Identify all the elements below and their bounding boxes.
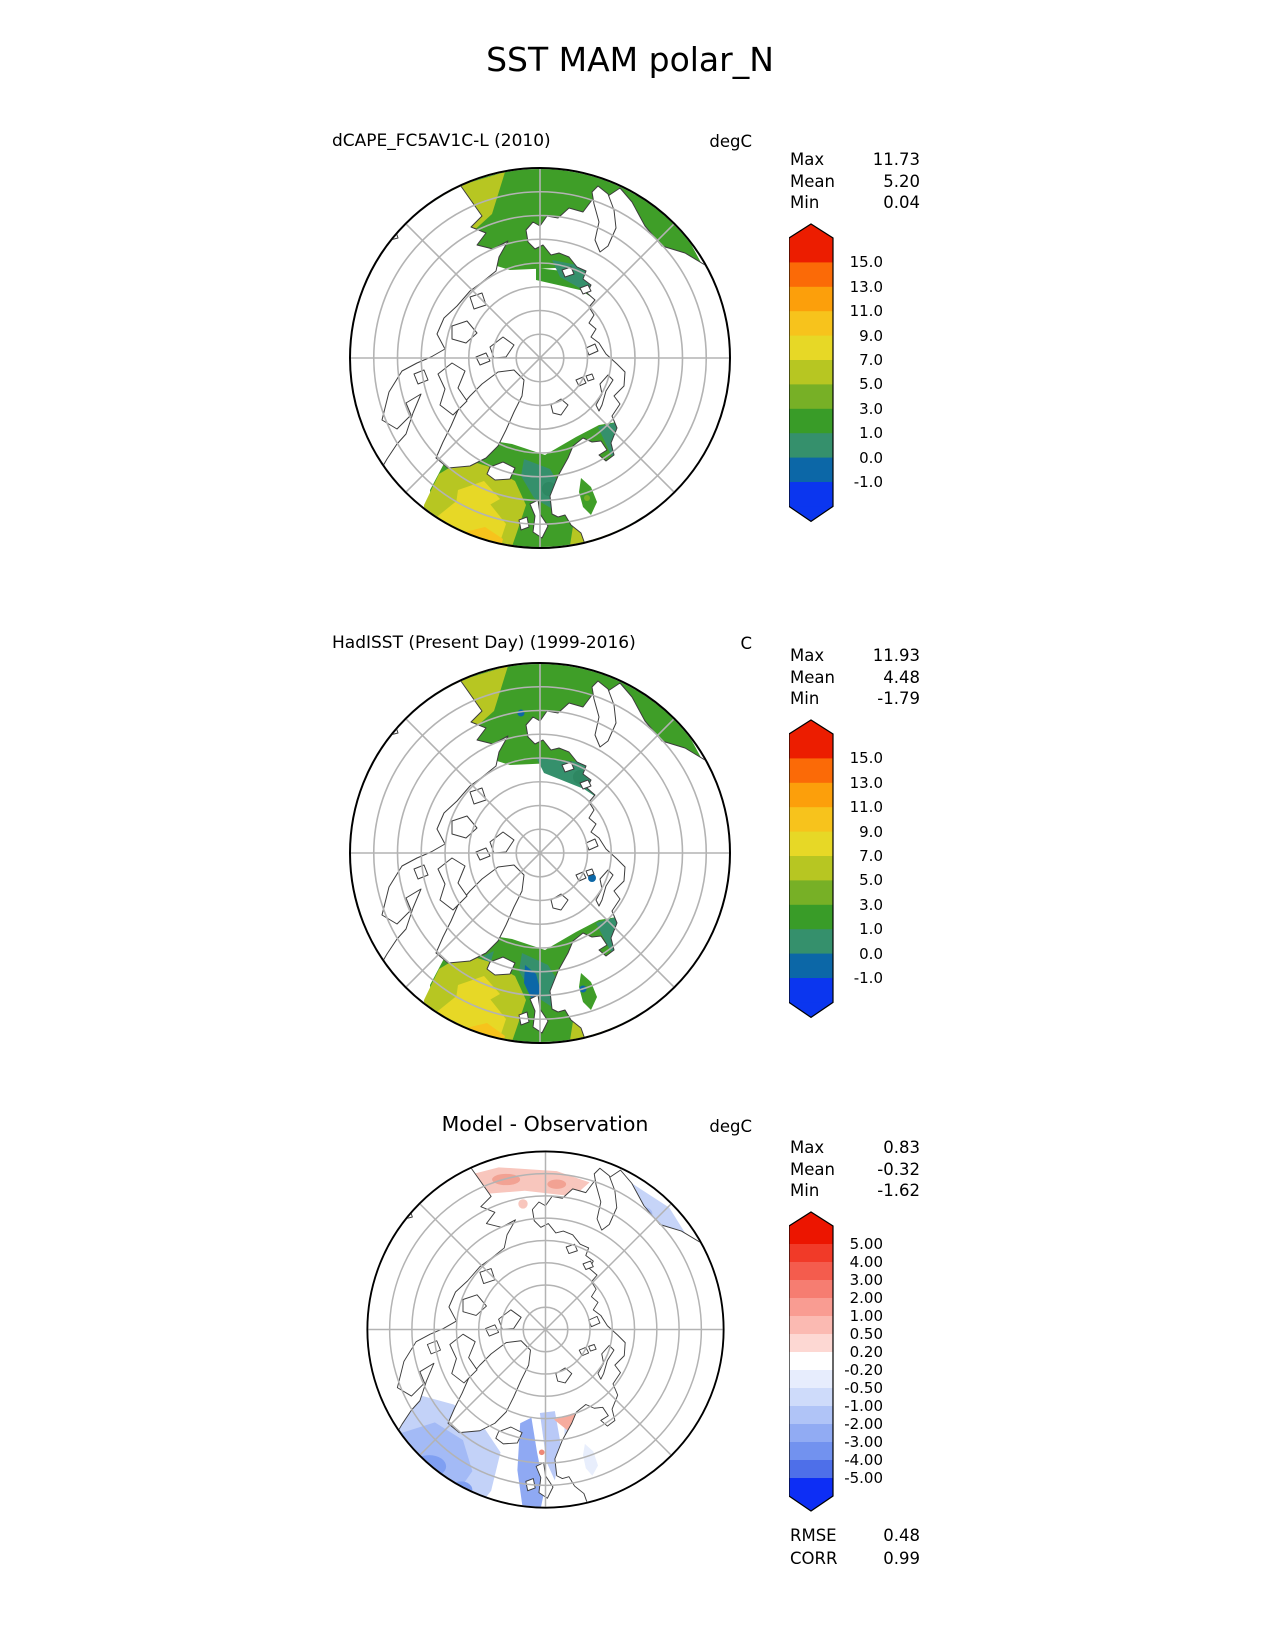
panel-subtitle: dCAPE_FC5AV1C-L (2010) [332, 131, 551, 151]
stat-label: Min [790, 1181, 820, 1200]
colorbar-tick-label: 1.0 [859, 920, 883, 939]
stat-row: Min -1.79 [790, 688, 920, 710]
stat-row: Max 11.73 [790, 149, 920, 171]
stat-label: Min [790, 689, 820, 708]
colorbar-tick-label: 3.0 [859, 895, 883, 914]
panel-subtitle: Model - Observation [441, 1112, 649, 1136]
colorbar-tick-label: 15.0 [849, 749, 883, 768]
colorbar-tick-label: -1.0 [853, 473, 883, 491]
colorbar-model: 15.0 13.0 11.0 9.0 7.0 5.0 3.0 1.0 0.0 -1.0 [788, 223, 889, 527]
stat-value: 4.48 [883, 667, 920, 687]
colorbar-tick-label: 9.0 [859, 822, 883, 841]
colorbar-tick-label: -3.00 [844, 1433, 883, 1451]
colorbar-tick-label: 0.20 [849, 1343, 883, 1361]
stat-row: Mean 4.48 [790, 667, 920, 689]
stat-label: Mean [790, 667, 835, 687]
stat-label: Max [790, 150, 825, 169]
colorbar-tick-label: 0.0 [859, 944, 883, 963]
colorbar-tick-label: 9.0 [859, 326, 883, 345]
metrics-block: RMSE 0.48 CORR 0.99 [790, 1524, 920, 1570]
colorbar-tick-label: 13.0 [849, 773, 883, 792]
stat-value: 0.99 [883, 1549, 920, 1568]
colorbar-tick-label: 3.00 [849, 1271, 883, 1289]
stat-row: Mean -0.32 [790, 1159, 920, 1181]
colorbar-tick-label: 4.00 [849, 1253, 883, 1271]
map-difference [366, 1150, 725, 1509]
colorbar-svg [788, 1211, 834, 1512]
stat-row: Max 0.83 [790, 1137, 920, 1159]
colorbar-tick-label: 0.0 [859, 448, 883, 467]
colorbar-tick-label: 5.0 [859, 375, 883, 394]
colorbar-tick-label: 13.0 [849, 277, 883, 296]
colorbar-tick-label: 2.00 [849, 1289, 883, 1307]
inland-sea-field [583, 1443, 598, 1476]
stats-block: Max 11.73 Mean 5.20 Min 0.04 [790, 149, 920, 214]
colorbar-tick-label: -0.50 [844, 1379, 883, 1397]
stat-value: 11.73 [872, 150, 920, 169]
stats-block: Max 11.93 Mean 4.48 Min -1.79 [790, 645, 920, 710]
colorbar-difference: 5.00 4.00 3.00 2.00 1.00 0.50 0.20 -0.20 -0.50 -1… [788, 1211, 889, 1516]
colorbar-tick-label: 1.0 [859, 424, 883, 443]
stat-label: Max [790, 1138, 825, 1157]
map-boundary [366, 1150, 725, 1509]
colorbar-tick-label: 5.0 [859, 871, 883, 890]
colorbar-tick-label: 5.00 [849, 1235, 883, 1253]
stat-row: Min 0.04 [790, 192, 920, 214]
colorbar-svg [788, 223, 834, 523]
stat-value: 0.48 [883, 1526, 920, 1545]
stat-label: RMSE [790, 1526, 837, 1545]
colorbar-tick-label: 11.0 [849, 798, 883, 817]
colorbar-tick-label: -0.20 [844, 1361, 883, 1379]
graticule [368, 1152, 723, 1507]
colorbar-tick-label: -4.00 [844, 1451, 883, 1469]
stat-value: -1.79 [877, 689, 920, 708]
colorbar-tick-label: 1.00 [849, 1307, 883, 1325]
stat-value: -0.32 [877, 1159, 920, 1179]
stat-label: Mean [790, 171, 835, 191]
stat-row: RMSE 0.48 [790, 1524, 920, 1547]
stat-value: 0.83 [883, 1138, 920, 1157]
map-observation [349, 662, 731, 1044]
panel-subtitle: HadISST (Present Day) (1999-2016) [332, 633, 636, 653]
colorbar-tick-label: 15.0 [849, 253, 883, 272]
colorbar-tick-label: -5.00 [844, 1469, 883, 1487]
map-model [349, 167, 731, 549]
stat-row: CORR 0.99 [790, 1547, 920, 1570]
unit-label: C [740, 634, 752, 653]
colorbar-observation: 15.0 13.0 11.0 9.0 7.0 5.0 3.0 1.0 0.0 -1.0 [788, 719, 889, 1023]
figure-title: SST MAM polar_N [486, 40, 774, 79]
stat-value: 5.20 [883, 171, 920, 191]
graticule [351, 664, 729, 1042]
colorbar-tick-label: -1.00 [844, 1397, 883, 1415]
stat-value: -1.62 [877, 1181, 920, 1200]
inland-sea-field [579, 478, 597, 515]
colorbar-tick-label: 7.0 [859, 847, 883, 865]
colorbar-tick-label: 0.50 [849, 1325, 883, 1343]
stat-row: Max 11.93 [790, 645, 920, 667]
graticule [351, 169, 729, 547]
stat-label: Min [790, 193, 820, 212]
stat-row: Min -1.62 [790, 1180, 920, 1202]
colorbar-tick-label: -1.0 [853, 969, 883, 987]
colorbar-tick-label: -2.00 [844, 1415, 883, 1433]
stat-value: 0.04 [883, 193, 920, 212]
map-boundary [349, 662, 731, 1044]
colorbar-svg [788, 719, 834, 1019]
stat-value: 11.93 [872, 646, 920, 665]
unit-label: degC [709, 1117, 752, 1136]
stat-row: Mean 5.20 [790, 171, 920, 193]
stat-label: CORR [790, 1549, 838, 1568]
unit-label: degC [709, 132, 752, 151]
stats-block: Max 0.83 Mean -0.32 Min -1.62 [790, 1137, 920, 1202]
map-boundary [349, 167, 731, 549]
colorbar-tick-label: 3.0 [859, 399, 883, 418]
colorbar-tick-label: 11.0 [849, 302, 883, 321]
stat-label: Mean [790, 1159, 835, 1179]
stat-label: Max [790, 646, 825, 665]
colorbar-tick-label: 7.0 [859, 351, 883, 369]
